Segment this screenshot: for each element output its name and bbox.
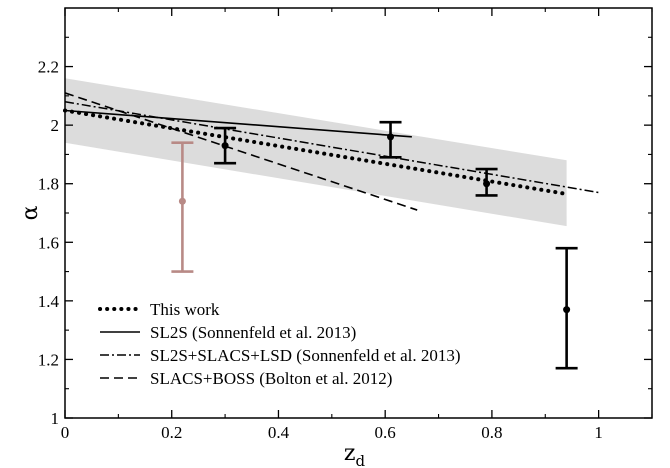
series-lines-layer — [63, 92, 599, 211]
x-axis-label: zd — [344, 441, 366, 468]
series-line-3 — [64, 92, 418, 211]
y-tick-label-6: 2.2 — [38, 58, 59, 77]
axis-ticks-layer: 0 0.2 0.4 0.6 0.8 1 1 1.2 1.4 1.6 1.8 2 2.2 — [38, 8, 653, 442]
data-point-2 — [475, 167, 498, 197]
series-line-2 — [64, 100, 599, 194]
data-point-3 — [555, 246, 578, 370]
x-tick-label-4: 0.8 — [481, 423, 502, 442]
y-tick-label-0: 1 — [51, 409, 60, 428]
series-line-0 — [63, 108, 569, 196]
y-tick-label-4: 1.8 — [38, 175, 59, 194]
data-point-1 — [379, 120, 402, 159]
point-marker-0 — [221, 142, 229, 150]
point-marker-1 — [387, 133, 395, 141]
data-point-0 — [214, 126, 237, 165]
data-point-4 — [171, 141, 194, 273]
legend-label-1: SL2S (Sonnenfeld et al. 2013) — [150, 323, 356, 342]
x-axis-label-subscript: d — [355, 452, 365, 468]
y-tick-label-3: 1.6 — [38, 233, 59, 252]
x-axis-label-main: z — [344, 441, 356, 466]
legend-label-3: SLACS+BOSS (Bolton et al. 2012) — [150, 369, 392, 388]
point-marker-4 — [178, 197, 186, 205]
y-axis-label: α — [18, 205, 43, 220]
y-tick-label-5: 2 — [51, 116, 60, 135]
x-tick-label-0: 0 — [61, 423, 70, 442]
series-line-1 — [64, 109, 412, 138]
x-tick-label-3: 0.6 — [375, 423, 396, 442]
x-tick-label-2: 0.4 — [268, 423, 290, 442]
y-tick-label-2: 1.4 — [38, 292, 60, 311]
legend: This work SL2S (Sonnenfeld et al. 2013) SL… — [98, 300, 461, 388]
x-tick-label-1: 0.2 — [161, 423, 182, 442]
point-marker-2 — [483, 180, 491, 188]
legend-label-0: This work — [150, 300, 220, 319]
x-tick-label-5: 1 — [594, 423, 603, 442]
y-tick-label-1: 1.2 — [38, 350, 59, 369]
point-marker-3 — [563, 306, 571, 314]
data-points-layer — [171, 120, 578, 370]
legend-label-2: SL2S+SLACS+LSD (Sonnenfeld et al. 2013) — [150, 346, 461, 365]
